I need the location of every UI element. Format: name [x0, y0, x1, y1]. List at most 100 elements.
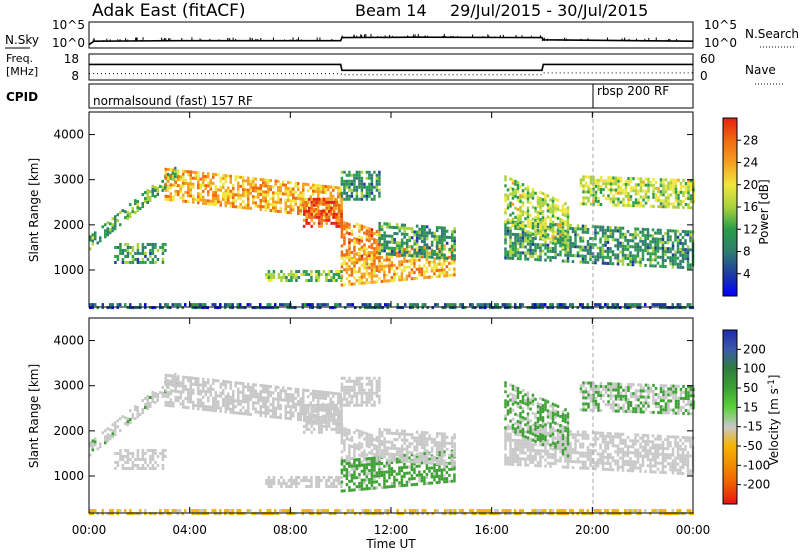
- power-cell: [656, 249, 660, 253]
- power-cell: [516, 242, 520, 246]
- power-cell: [340, 209, 343, 213]
- power-cell: [279, 189, 282, 193]
- power-cell: [556, 222, 560, 226]
- power-cell: [636, 227, 640, 231]
- power-cell: [619, 185, 623, 189]
- power-cell: [506, 256, 510, 260]
- velocity-cell: [99, 445, 102, 449]
- velocity-cell: [259, 392, 262, 396]
- power-cell: [448, 255, 451, 259]
- power-cell: [169, 174, 172, 178]
- power-cell: [294, 306, 297, 310]
- power-cell: [667, 181, 670, 185]
- power-cell: [136, 200, 139, 204]
- velocity-cell: [114, 460, 117, 464]
- power-cell: [546, 246, 550, 250]
- velocity-cell: [322, 424, 326, 428]
- power-cell: [124, 260, 127, 264]
- power-cell: [375, 182, 379, 186]
- power-cell: [531, 254, 535, 258]
- power-cell: [649, 258, 652, 262]
- velocity-cell: [167, 404, 170, 408]
- velocity-cell: [425, 475, 429, 479]
- power-cell: [212, 202, 215, 206]
- velocity-cell: [312, 427, 316, 431]
- velocity-cell: [252, 392, 255, 396]
- velocity-cell: [202, 386, 205, 390]
- velocity-cell: [104, 435, 107, 439]
- power-cell: [541, 201, 545, 205]
- noise-panel: N.Sky 10^5 10^0 10^5 10^0 N.Search: [5, 18, 799, 50]
- power-cell: [239, 202, 242, 206]
- power-cell: [571, 254, 575, 258]
- velocity-cell: [332, 485, 336, 489]
- power-cell: [589, 306, 592, 310]
- velocity-cell: [385, 485, 389, 489]
- velocity-cell: [161, 463, 165, 467]
- velocity-cell: [161, 451, 165, 455]
- power-cell: [104, 232, 107, 236]
- power-cell: [420, 270, 424, 274]
- velocity-cell: [272, 415, 275, 419]
- power-cell: [355, 252, 359, 256]
- velocity-cell: [438, 480, 441, 484]
- power-cell: [297, 197, 300, 201]
- velocity-cell: [161, 391, 164, 395]
- power-cell: [179, 184, 182, 188]
- power-cell: [297, 182, 300, 186]
- velocity-cell: [310, 418, 313, 422]
- velocity-cell: [325, 485, 328, 489]
- velocity-cell: [302, 430, 306, 434]
- velocity-cell: [184, 375, 187, 379]
- velocity-cell: [264, 405, 267, 409]
- velocity-cell: [388, 470, 391, 474]
- power-cell: [177, 184, 180, 188]
- velocity-cell: [420, 476, 424, 480]
- power-cell: [659, 205, 663, 209]
- power-cell: [531, 221, 535, 225]
- power-cell: [666, 256, 670, 260]
- power-cell: [576, 306, 579, 310]
- velocity-cell: [443, 474, 446, 478]
- power-cell: [241, 306, 244, 310]
- power-cell: [307, 206, 311, 210]
- power-cell: [252, 186, 255, 190]
- velocity-cell: [289, 399, 292, 403]
- power-cell: [345, 197, 349, 201]
- power-cell: [449, 303, 452, 307]
- velocity-cell: [353, 461, 356, 465]
- power-cell: [601, 261, 605, 265]
- power-cell: [423, 255, 426, 259]
- velocity-cell: [340, 432, 344, 436]
- velocity-cell: [388, 461, 391, 465]
- velocity-cell: [380, 440, 384, 444]
- power-cell: [217, 173, 220, 177]
- power-cell: [534, 215, 537, 219]
- power-cell: [609, 247, 612, 251]
- power-cell: [609, 176, 613, 180]
- power-cell: [521, 201, 525, 205]
- power-cell: [551, 238, 555, 242]
- velocity-cell: [229, 395, 232, 399]
- velocity-cell: [363, 487, 366, 491]
- power-cell: [360, 188, 364, 192]
- power-cell: [611, 303, 614, 307]
- velocity-cell: [249, 412, 252, 416]
- velocity-cell: [277, 394, 280, 398]
- velocity-cell: [400, 438, 404, 442]
- power-cell: [319, 199, 322, 203]
- velocity-cell: [114, 427, 117, 431]
- power-cell: [672, 184, 675, 188]
- velocity-cell: [279, 392, 282, 396]
- power-cell: [247, 206, 250, 210]
- velocity-cell: [141, 448, 145, 452]
- velocity-cell: [285, 482, 288, 486]
- power-cell: [279, 207, 282, 211]
- power-cell: [345, 256, 349, 260]
- power-cell: [302, 182, 305, 186]
- power-cell: [262, 199, 265, 203]
- power-cell: [596, 255, 600, 259]
- power-cell: [370, 256, 374, 260]
- power-cell: [111, 226, 114, 230]
- power-cell: [141, 245, 145, 249]
